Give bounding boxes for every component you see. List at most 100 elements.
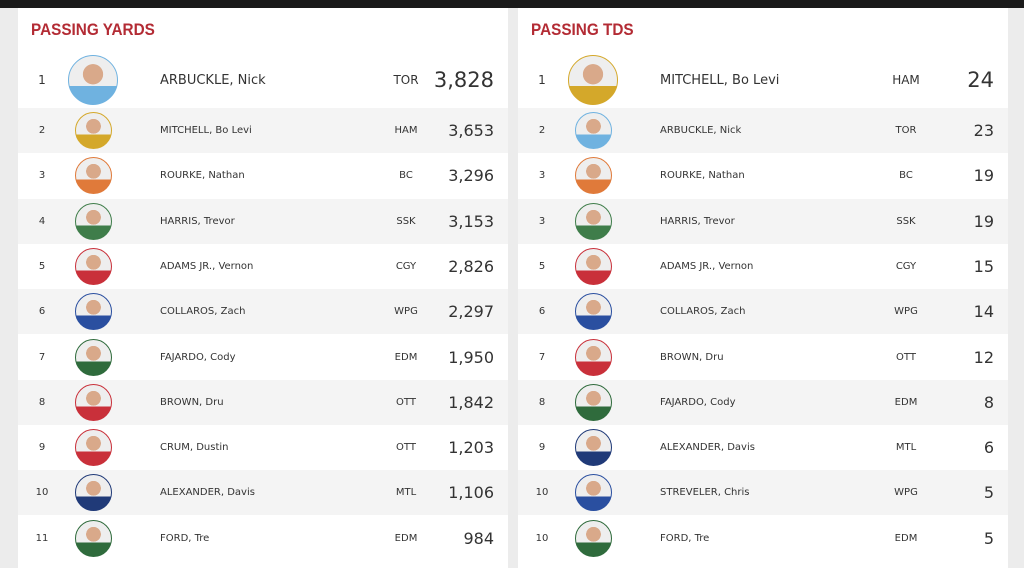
player-avatar xyxy=(68,55,118,105)
stat-value: 3,153 xyxy=(448,211,494,231)
player-avatar xyxy=(74,247,112,285)
team: WPG xyxy=(894,306,918,318)
leader-row: 4 HARRIS, Trevor SSK 3,153 xyxy=(18,198,508,244)
player-name: ARBUCKLE, Nick xyxy=(160,72,266,88)
leader-row: 10 ALEXANDER, Davis MTL 1,106 xyxy=(18,470,508,516)
rank: 9 xyxy=(538,442,546,454)
player-name: MITCHELL, Bo Levi xyxy=(660,72,780,88)
player-name: ROURKE, Nathan xyxy=(660,170,745,182)
player-name: HARRIS, Trevor xyxy=(160,215,235,227)
team: EDM xyxy=(894,532,918,544)
stat-value: 14 xyxy=(973,302,994,322)
rank: 9 xyxy=(38,442,46,454)
player-name: MITCHELL, Bo Levi xyxy=(160,125,252,136)
stat-value: 12 xyxy=(973,347,994,367)
player-avatar xyxy=(74,202,112,240)
stat-value: 23 xyxy=(973,121,994,140)
player-avatar xyxy=(574,383,612,421)
player-name: CRUM, Dustin xyxy=(160,442,229,454)
rank: 2 xyxy=(38,125,46,136)
team: TOR xyxy=(895,125,917,136)
player-name: ADAMS JR., Vernon xyxy=(160,260,254,272)
player-avatar xyxy=(74,112,112,149)
stat-value: 1,950 xyxy=(448,347,494,367)
player-name: ADAMS JR., Vernon xyxy=(660,260,754,272)
team: EDM xyxy=(394,351,418,363)
rank: 8 xyxy=(38,396,46,408)
team: HAM xyxy=(892,73,920,87)
player-avatar xyxy=(74,157,112,195)
stat-value: 24 xyxy=(967,68,994,92)
team: BC xyxy=(399,170,413,182)
team: SSK xyxy=(896,215,916,227)
player-name: FORD, Tre xyxy=(160,532,210,544)
player-name: BROWN, Dru xyxy=(660,351,724,363)
player-avatar xyxy=(574,157,612,195)
player-avatar xyxy=(568,55,618,105)
team: WPG xyxy=(894,487,918,499)
rank: 5 xyxy=(538,260,546,272)
stat-value: 2,826 xyxy=(448,256,494,276)
rank: 11 xyxy=(35,532,49,544)
leader-row: 9 CRUM, Dustin OTT 1,203 xyxy=(18,425,508,470)
player-avatar xyxy=(574,112,612,149)
player-avatar xyxy=(574,519,612,557)
player-avatar xyxy=(574,293,612,331)
stat-value: 5 xyxy=(983,483,994,503)
team: WPG xyxy=(394,306,418,318)
stat-value: 1,842 xyxy=(448,392,494,412)
stat-value: 2,297 xyxy=(448,302,494,322)
stat-value: 19 xyxy=(973,166,994,186)
rank: 7 xyxy=(38,351,46,363)
team: SSK xyxy=(396,215,416,227)
player-name: COLLAROS, Zach xyxy=(660,306,746,318)
player-name: FAJARDO, Cody xyxy=(160,351,236,363)
rank: 10 xyxy=(535,487,549,499)
stat-value: 1,106 xyxy=(448,483,494,503)
team: CGY xyxy=(395,260,417,272)
team: HAM xyxy=(394,125,418,136)
rank: 3 xyxy=(38,170,46,182)
stat-value: 3,296 xyxy=(448,166,494,186)
team: OTT xyxy=(396,396,416,408)
leader-row: 7 BROWN, Dru OTT 12 xyxy=(518,335,1008,380)
top-bar xyxy=(0,0,1024,8)
player-avatar xyxy=(574,202,612,240)
player-name: ROURKE, Nathan xyxy=(160,170,245,182)
leader-row: 3 HARRIS, Trevor SSK 19 xyxy=(518,198,1008,244)
stat-value: 15 xyxy=(973,256,994,276)
leader-row: 10 FORD, Tre EDM 5 xyxy=(518,516,1008,561)
rank: 2 xyxy=(538,125,546,136)
player-name: FAJARDO, Cody xyxy=(660,396,736,408)
leader-row: 5 ADAMS JR., Vernon CGY 2,826 xyxy=(18,244,508,289)
player-name: FORD, Tre xyxy=(660,532,710,544)
player-name: ALEXANDER, Davis xyxy=(660,442,755,454)
rank: 1 xyxy=(38,73,46,87)
stat-value: 5 xyxy=(983,528,994,548)
leader-row: 11 FORD, Tre EDM 984 xyxy=(18,516,508,561)
player-name: ALEXANDER, Davis xyxy=(160,487,255,499)
stat-value: 3,653 xyxy=(448,121,494,140)
player-avatar xyxy=(574,247,612,285)
leader-row: 8 BROWN, Dru OTT 1,842 xyxy=(18,379,508,425)
leader-row: 6 COLLAROS, Zach WPG 2,297 xyxy=(18,289,508,335)
rank: 10 xyxy=(35,487,49,499)
panel-title: PASSING TDS xyxy=(531,20,634,39)
player-name: STREVELER, Chris xyxy=(660,487,750,499)
team: EDM xyxy=(894,396,918,408)
team: EDM xyxy=(394,532,418,544)
rank: 6 xyxy=(538,306,546,318)
player-name: HARRIS, Trevor xyxy=(660,215,735,227)
rank: 4 xyxy=(38,215,46,227)
player-name: ARBUCKLE, Nick xyxy=(660,125,742,136)
leader-row: 7 FAJARDO, Cody EDM 1,950 xyxy=(18,335,508,380)
rank: 7 xyxy=(538,351,546,363)
leader-row: 1 ARBUCKLE, Nick TOR 3,828 xyxy=(18,55,508,105)
stat-value: 1,203 xyxy=(448,438,494,458)
leaderboard-panel: PASSING YARDS 1 ARBUCKLE, Nick TOR 3,828 2 MIT… xyxy=(18,8,508,568)
rank: 3 xyxy=(538,215,546,227)
leaderboard-panel: PASSING TDS 1 MITCHELL, Bo Levi HAM 24 2 ARBUC… xyxy=(518,8,1008,568)
player-avatar xyxy=(574,474,612,512)
leader-row: 1 MITCHELL, Bo Levi HAM 24 xyxy=(518,55,1008,105)
